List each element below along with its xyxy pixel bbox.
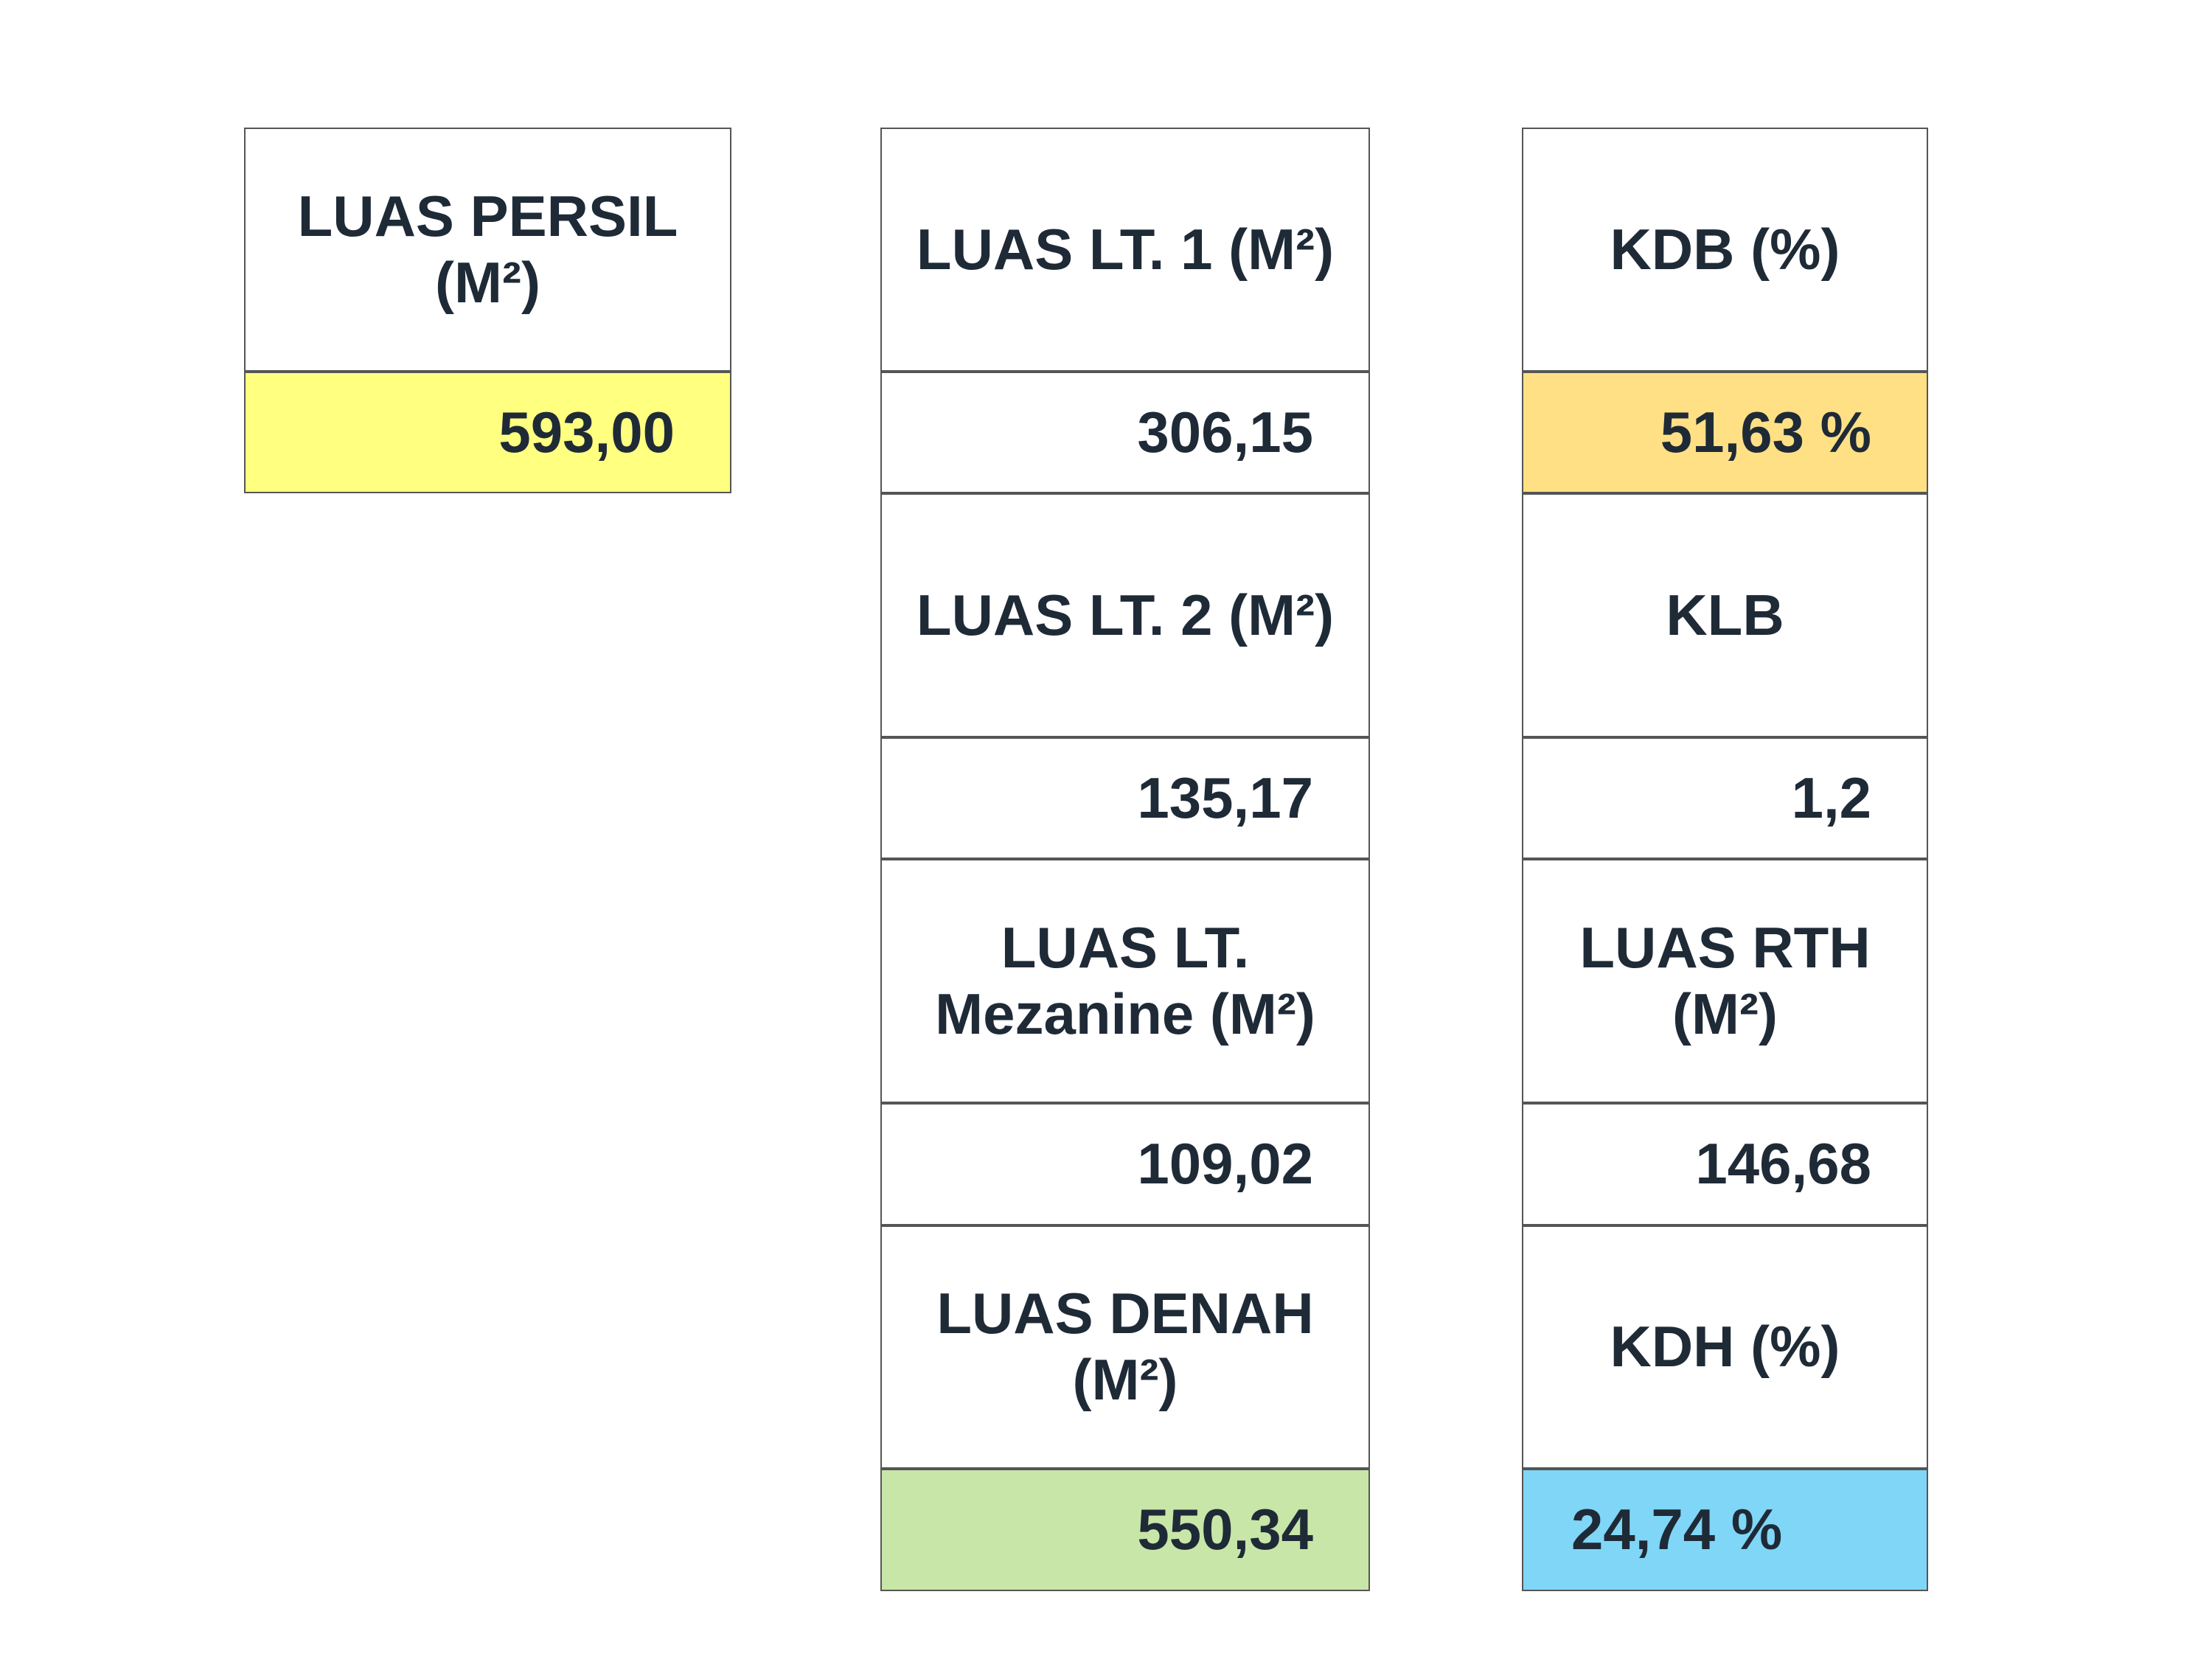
header-cell: LUAS RTH (M²)	[1522, 859, 1928, 1103]
header-cell: KDH (%)	[1522, 1225, 1928, 1469]
header-cell: KLB	[1522, 493, 1928, 737]
value-cell: 1,2	[1522, 737, 1928, 859]
value-cell: 51,63 %	[1522, 372, 1928, 493]
value-cell: 550,34	[880, 1469, 1370, 1591]
header-cell: LUAS LT. 2 (M²)	[880, 493, 1370, 737]
value-cell: 24,74 %	[1522, 1469, 1928, 1591]
header-cell: LUAS LT. Mezanine (M²)	[880, 859, 1370, 1103]
header-cell: LUAS DENAH (M²)	[880, 1225, 1370, 1469]
value-cell: 306,15	[880, 372, 1370, 493]
value-cell: 135,17	[880, 737, 1370, 859]
value-cell: 109,02	[880, 1103, 1370, 1225]
header-cell: LUAS PERSIL (M²)	[244, 128, 731, 372]
value-cell: 146,68	[1522, 1103, 1928, 1225]
header-cell: KDB (%)	[1522, 128, 1928, 372]
value-cell: 593,00	[244, 372, 731, 493]
header-cell: LUAS LT. 1 (M²)	[880, 128, 1370, 372]
